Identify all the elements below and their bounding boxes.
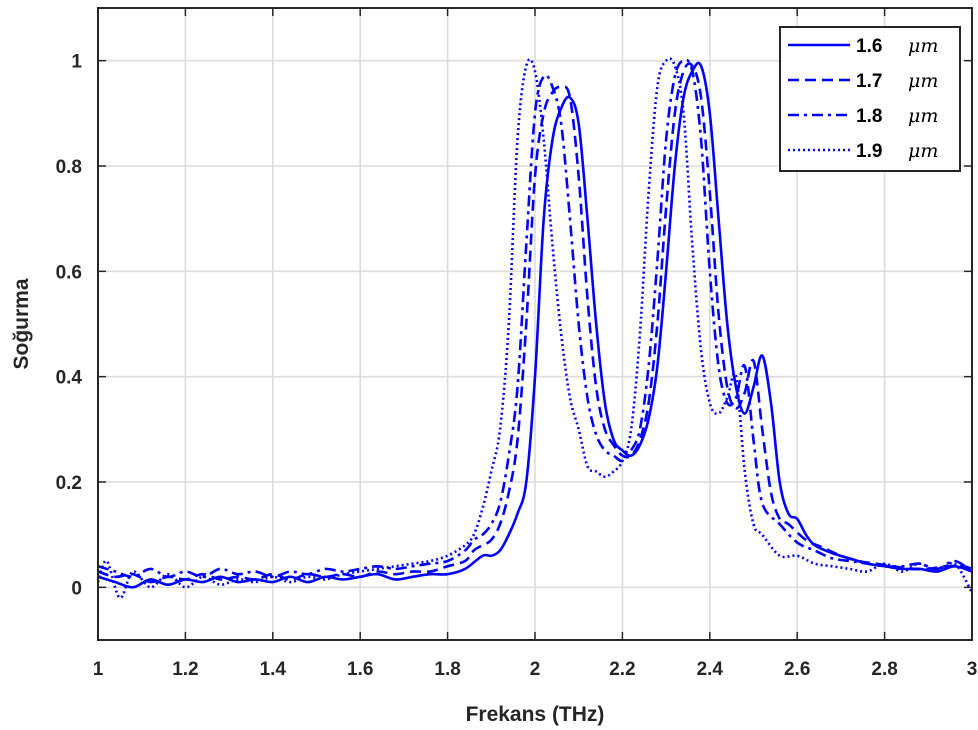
legend-label: 1.7 xyxy=(856,71,882,92)
x-axis-label: Frekans (THz) xyxy=(466,703,605,726)
legend-box xyxy=(779,26,961,172)
x-tick-label: 1.4 xyxy=(260,659,287,680)
x-tick-labels: 1 1.2 1.4 1.6 1.8 2 2.2 2.4 2.6 2.8 3 xyxy=(93,659,978,680)
x-tick-label: 1.6 xyxy=(347,659,373,680)
y-tick-labels: 0 0.2 0.4 0.6 0.8 1 xyxy=(56,52,83,600)
legend-unit: μm xyxy=(908,105,938,127)
y-tick-label: 0.8 xyxy=(56,157,82,178)
x-tick-label: 2.6 xyxy=(784,659,810,680)
legend-entries: 1.6 μm 1.7 μm 1.8 μm 1.9 μm xyxy=(788,35,938,162)
y-tick-label: 0.4 xyxy=(56,368,83,389)
series-line-1-8 xyxy=(97,58,973,579)
x-tick-label: 3 xyxy=(967,659,978,680)
legend-unit: μm xyxy=(908,140,938,162)
x-tick-label: 2.8 xyxy=(871,659,897,680)
x-tick-label: 1.2 xyxy=(172,659,198,680)
legend-unit: μm xyxy=(908,70,938,92)
legend-unit: μm xyxy=(908,35,938,57)
x-tick-label: 1 xyxy=(93,659,104,680)
x-tick-label: 2 xyxy=(530,659,541,680)
x-tick-label: 1.8 xyxy=(434,659,460,680)
y-tick-label: 1 xyxy=(71,52,82,73)
legend-label: 1.6 xyxy=(856,36,882,57)
legend-label: 1.8 xyxy=(856,106,882,127)
legend: 1.6 μm 1.7 μm 1.8 μm 1.9 μm xyxy=(779,26,961,172)
series-layer xyxy=(96,57,974,600)
y-axis-label: Soğurma xyxy=(10,278,33,369)
y-tick-label: 0 xyxy=(71,578,82,599)
series-line-1-6 xyxy=(97,61,973,589)
series-line-1-7 xyxy=(97,62,973,584)
x-tick-label: 2.2 xyxy=(609,659,635,680)
y-tick-label: 0.2 xyxy=(56,473,82,494)
x-tick-label: 2.4 xyxy=(697,659,724,680)
legend-label: 1.9 xyxy=(856,141,882,162)
series-line-1-9 xyxy=(96,57,974,600)
ticks xyxy=(97,8,973,640)
y-tick-label: 0.6 xyxy=(56,262,82,283)
